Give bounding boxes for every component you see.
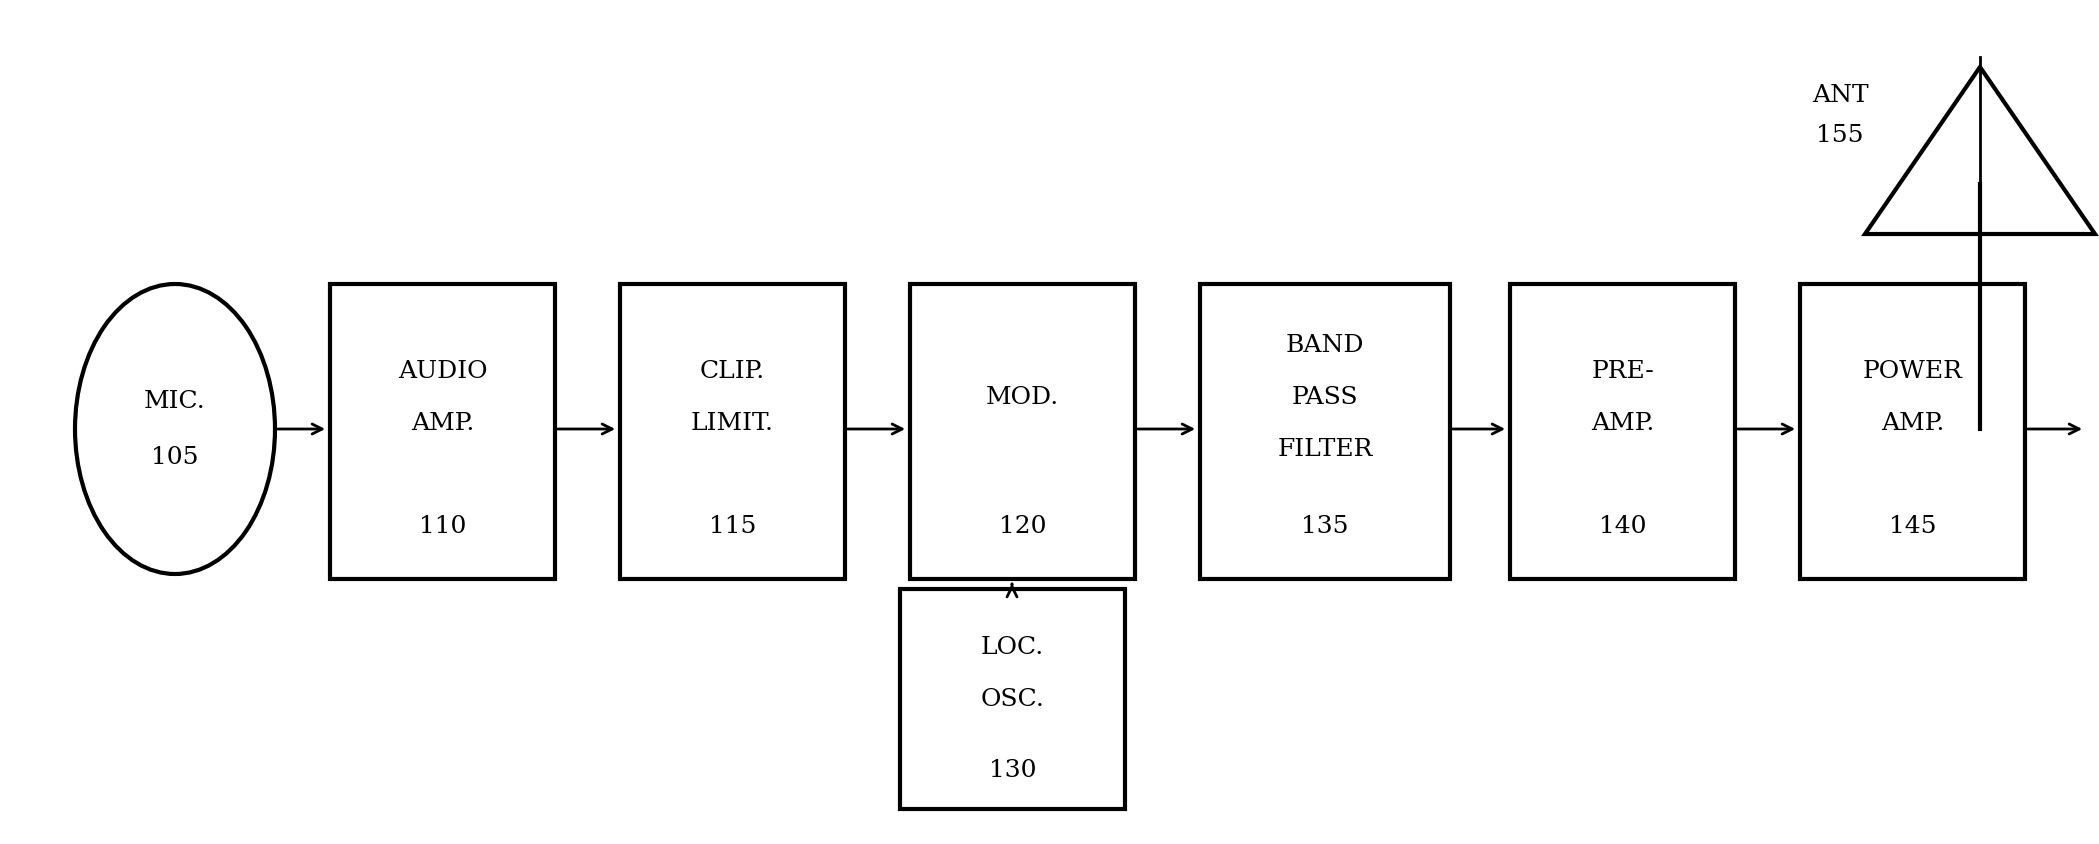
Text: 130: 130: [989, 758, 1037, 781]
Text: BAND: BAND: [1287, 333, 1364, 356]
Text: PRE-: PRE-: [1591, 360, 1654, 382]
Text: 135: 135: [1301, 515, 1350, 538]
Text: CLIP.: CLIP.: [699, 360, 766, 382]
Text: 140: 140: [1599, 515, 1646, 538]
Text: 155: 155: [1816, 123, 1864, 146]
Text: AUDIO: AUDIO: [397, 360, 487, 382]
Bar: [619, 284, 846, 579]
Bar: [1201, 284, 1450, 579]
Bar: [1801, 284, 2026, 579]
Text: MOD.: MOD.: [987, 385, 1060, 408]
Text: AMP.: AMP.: [1881, 411, 1944, 434]
Text: FILTER: FILTER: [1278, 437, 1373, 460]
Bar: [330, 284, 554, 579]
Text: POWER: POWER: [1862, 360, 1963, 382]
Text: LIMIT.: LIMIT.: [691, 411, 775, 434]
Text: MIC.: MIC.: [145, 390, 206, 413]
Text: ANT: ANT: [1811, 84, 1868, 106]
Bar: [900, 589, 1125, 809]
Text: LOC.: LOC.: [980, 636, 1043, 658]
Ellipse shape: [76, 284, 275, 574]
Bar: [1509, 284, 1736, 579]
Text: PASS: PASS: [1291, 385, 1358, 408]
Text: AMP.: AMP.: [411, 411, 474, 434]
Text: AMP.: AMP.: [1591, 411, 1654, 434]
Text: OSC.: OSC.: [980, 687, 1045, 711]
Text: 145: 145: [1889, 515, 1935, 538]
Text: 115: 115: [709, 515, 756, 538]
Text: 110: 110: [420, 515, 466, 538]
Text: 120: 120: [999, 515, 1045, 538]
Text: 105: 105: [151, 446, 199, 469]
Bar: [911, 284, 1136, 579]
